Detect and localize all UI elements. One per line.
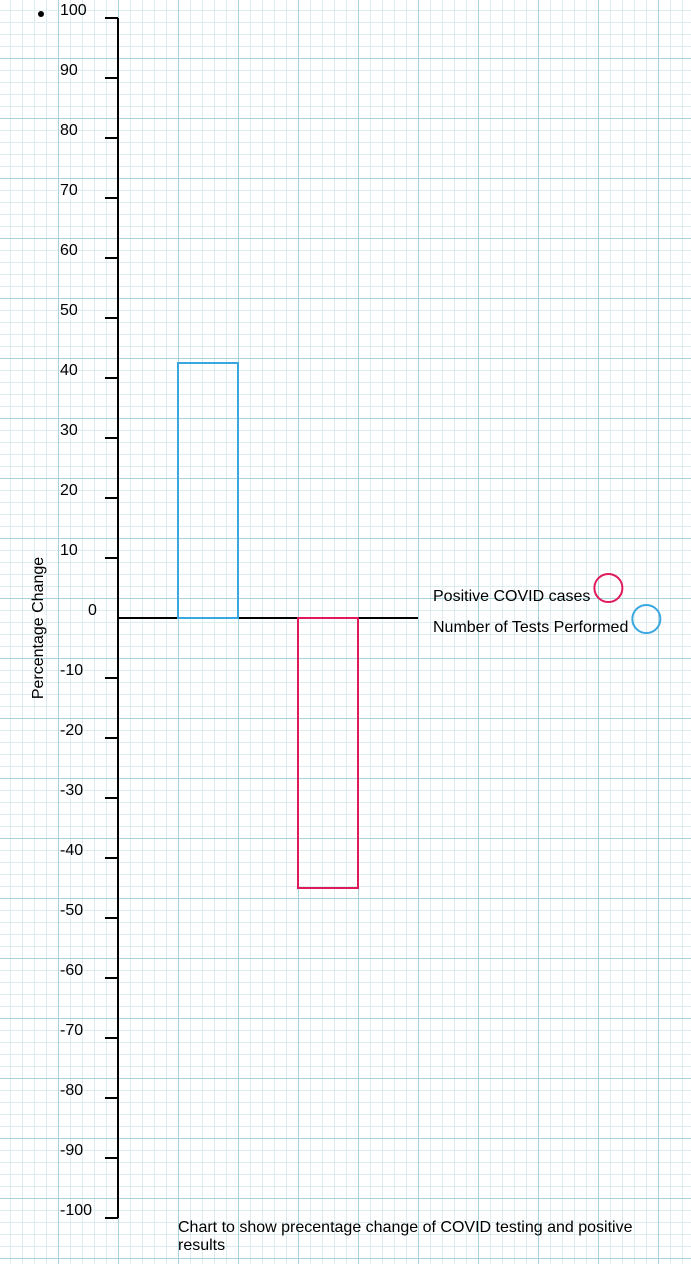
y-axis-title: Percentage Change bbox=[30, 557, 47, 699]
bar-positive-cases bbox=[297, 617, 359, 889]
y-tick-label: -90 bbox=[60, 1142, 83, 1159]
y-tick-label: 50 bbox=[60, 302, 78, 319]
y-tick-label: 30 bbox=[60, 422, 78, 439]
y-tick-label: -20 bbox=[60, 722, 83, 739]
y-tick-label: 70 bbox=[60, 182, 78, 199]
y-tick-label: 20 bbox=[60, 482, 78, 499]
marker-dot bbox=[38, 11, 44, 17]
y-tick-label: -70 bbox=[60, 1022, 83, 1039]
y-tick-label: 40 bbox=[60, 362, 78, 379]
y-tick-label: 10 bbox=[60, 542, 78, 559]
bar-tests-performed bbox=[177, 362, 239, 619]
y-tick-label: 90 bbox=[60, 62, 78, 79]
y-tick-label: -80 bbox=[60, 1082, 83, 1099]
y-tick-label: -40 bbox=[60, 842, 83, 859]
chart-caption: Chart to show precentage change of COVID… bbox=[178, 1219, 633, 1254]
legend-circle-icon bbox=[631, 604, 662, 634]
legend-circle-icon bbox=[593, 573, 624, 603]
y-tick-label: -100 bbox=[60, 1202, 92, 1219]
y-tick-label: 100 bbox=[60, 2, 87, 19]
y-tick-label: -30 bbox=[60, 782, 83, 799]
y-tick-label: -10 bbox=[60, 662, 83, 679]
legend-label-positive-cases: Positive COVID cases bbox=[433, 588, 590, 605]
y-tick-label: -50 bbox=[60, 902, 83, 919]
y-tick-label: 80 bbox=[60, 122, 78, 139]
legend-label-tests-performed: Number of Tests Performed bbox=[433, 619, 628, 636]
y-tick-label: 60 bbox=[60, 242, 78, 259]
y-tick-label: 0 bbox=[88, 602, 97, 619]
y-tick-label: -60 bbox=[60, 962, 83, 979]
